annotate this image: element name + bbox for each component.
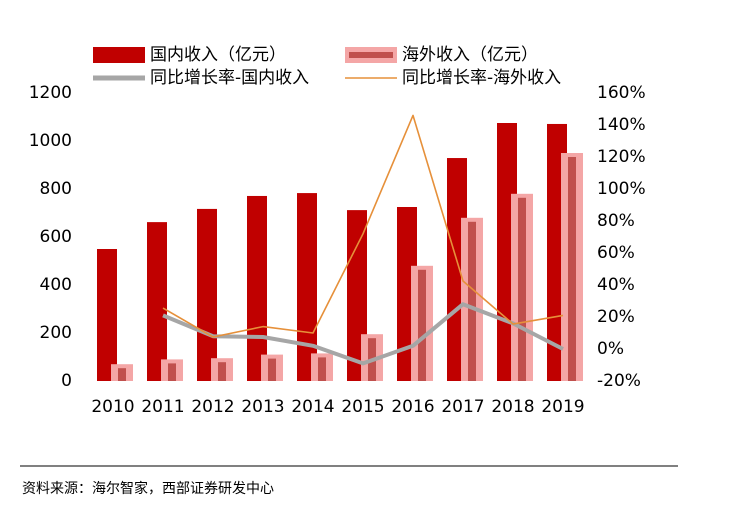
y2-tick-label: 140% — [597, 115, 646, 135]
overseas-bar-core — [418, 269, 426, 381]
y-tick-label: 400 — [40, 275, 72, 295]
overseas-bar-core — [168, 363, 176, 381]
y-tick-label: 600 — [40, 227, 72, 247]
y2-tick-label: 120% — [597, 147, 646, 167]
y2-tick-label: 0% — [597, 339, 624, 359]
domestic-bar — [147, 222, 167, 381]
legend-swatch-core — [349, 52, 393, 58]
x-tick-label: 2010 — [91, 397, 134, 417]
y2-tick-label: 40% — [597, 275, 635, 295]
y-tick-label: 200 — [40, 323, 72, 343]
y-tick-label: 0 — [61, 371, 72, 391]
legend-swatch — [93, 47, 145, 63]
overseas-bar-core — [268, 358, 276, 381]
overseas-bar-core — [468, 221, 476, 381]
y-tick-label: 800 — [40, 179, 72, 199]
overseas-bar-core — [518, 197, 526, 381]
y-tick-label: 1200 — [29, 83, 72, 103]
source: 资料来源：海尔智家，西部证券研发中心 — [22, 480, 274, 497]
x-tick-label: 2013 — [241, 397, 284, 417]
x-tick-label: 2016 — [391, 397, 434, 417]
x-tick-label: 2014 — [291, 397, 334, 417]
y-tick-label: 1000 — [29, 131, 72, 151]
y2-tick-label: 80% — [597, 211, 635, 231]
x-tick-label: 2012 — [191, 397, 234, 417]
y2-tick-label: -20% — [597, 371, 641, 391]
overseas-bar-core — [318, 357, 326, 381]
overseas-bar-core — [218, 362, 226, 381]
domestic-bar — [247, 195, 267, 381]
legend-label: 同比增长率-海外收入 — [402, 68, 561, 88]
overseas-bar-core — [118, 368, 126, 381]
x-tick-label: 2015 — [341, 397, 384, 417]
y2-tick-label: 160% — [597, 83, 646, 103]
y2-tick-label: 60% — [597, 243, 635, 263]
domestic-bar — [297, 193, 317, 381]
growth-line — [162, 114, 564, 338]
domestic-bar — [97, 249, 117, 381]
legend-label: 国内收入（亿元） — [150, 45, 286, 65]
x-tick-label: 2018 — [491, 397, 534, 417]
x-tick-label: 2011 — [141, 397, 184, 417]
overseas-bar-core — [568, 157, 576, 381]
x-tick-label: 2019 — [541, 397, 584, 417]
y2-tick-label: 20% — [597, 307, 635, 327]
growth-line — [162, 302, 564, 366]
y2-tick-label: 100% — [597, 179, 646, 199]
legend-label: 海外收入（亿元） — [402, 45, 538, 65]
domestic-bar — [197, 208, 217, 381]
legend-label: 同比增长率-国内收入 — [150, 68, 309, 88]
x-tick-label: 2017 — [441, 397, 484, 417]
